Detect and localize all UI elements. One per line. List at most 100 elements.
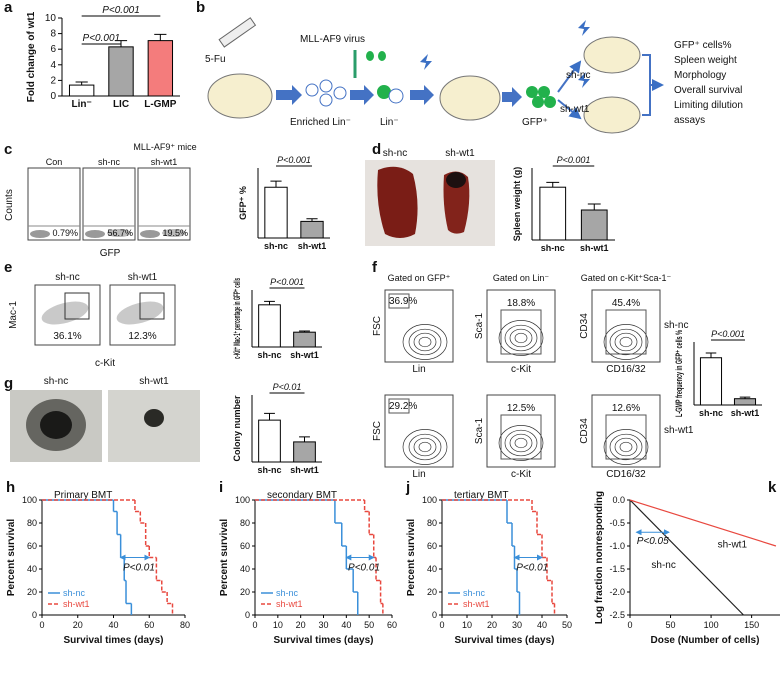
x-axis-label: Survival times (days)	[273, 635, 373, 646]
y-tick-label: 80	[427, 518, 437, 528]
gfp-cells	[526, 86, 556, 108]
outcome: Limiting dilution	[674, 100, 743, 111]
x-tick-label: sh-wt1	[290, 465, 319, 475]
contour	[509, 328, 533, 348]
contour	[498, 320, 544, 356]
y-tick-label: 80	[27, 518, 37, 528]
gate-percent: 12.6%	[612, 403, 640, 414]
gate-percent: 12.3%	[128, 331, 156, 342]
gate-percent: 19.5%	[162, 228, 188, 238]
y-tick-label: 100	[235, 495, 250, 505]
panel-label: e	[4, 259, 12, 276]
outcome: GFP⁺ cells%	[674, 40, 732, 51]
legend-label: sh-nc	[63, 588, 86, 598]
axis-label: GFP	[100, 248, 121, 259]
gate-title: Gated on Lin⁻	[493, 273, 550, 283]
panel-c: c MLL-AF9⁺ mice Counts GFP	[4, 141, 197, 259]
gate-percent: 36.9%	[389, 296, 417, 307]
gate-percent: 29.2%	[389, 401, 417, 412]
error-bar	[587, 203, 601, 210]
axis-label: CD16/32	[606, 469, 646, 480]
gate	[500, 414, 542, 460]
y-tick-label: -2.0	[609, 587, 625, 597]
legend-label: sh-wt1	[276, 599, 303, 609]
y-axis-label: Percent survival	[406, 519, 417, 596]
mouse	[207, 73, 273, 119]
photo-label: sh-nc	[383, 148, 407, 159]
y-axis-label: c-Kit⁺ Mac-1⁺ percentage in GFP⁺ cells	[232, 278, 242, 359]
y-tick-label: 60	[240, 541, 250, 551]
contour	[498, 425, 544, 461]
error-bar	[705, 352, 717, 358]
gate	[388, 398, 410, 414]
x-tick-label: 40	[537, 620, 547, 630]
contour	[609, 328, 643, 356]
contour	[504, 324, 538, 352]
panel-label: i	[219, 479, 223, 496]
y-axis-label: Fold change of wt1	[26, 11, 37, 102]
x-tick-label: 30	[318, 620, 328, 630]
chart-title: secondary BMT	[267, 490, 337, 501]
x-tick-label: sh-nc	[541, 243, 565, 253]
contour	[408, 433, 442, 461]
error-bar	[299, 330, 310, 333]
bar	[300, 220, 324, 239]
axis-label: FSC	[372, 316, 383, 336]
contour	[408, 328, 442, 356]
axis-label: c-Kit	[95, 358, 115, 369]
arrow	[410, 85, 434, 105]
x-tick-label: 40	[341, 620, 351, 630]
flow-plot	[486, 394, 556, 468]
error-bar	[264, 412, 275, 421]
panel-b: b MLL-AF9 virus 5-Fu Enriched Lin⁻ Lin⁻ …	[196, 0, 743, 134]
arrow	[276, 85, 302, 105]
legend-label: sh-nc	[463, 588, 486, 598]
contour	[603, 324, 649, 360]
contour	[619, 441, 633, 453]
y-axis-label: Colony number	[232, 395, 242, 461]
error-bar	[75, 81, 88, 86]
gate	[605, 414, 647, 460]
gate-title: Gated on GFP⁺	[388, 273, 451, 283]
flow-plot	[384, 289, 454, 363]
event-cloud	[30, 230, 50, 238]
x-tick-label: 50	[562, 620, 572, 630]
y-tick-label: 100	[422, 495, 437, 505]
contour	[402, 324, 448, 360]
flow-plot	[137, 167, 191, 241]
x-tick-label: 30	[512, 620, 522, 630]
irradiation	[578, 20, 590, 36]
axis-label: c-Kit	[511, 364, 531, 375]
gate-percent: 0.79%	[52, 228, 78, 238]
x-tick-label: 0	[39, 620, 44, 630]
y-tick-label: -0.5	[609, 518, 625, 528]
flow-plot	[591, 394, 661, 468]
bar	[580, 209, 608, 241]
y-axis-label: Log fraction nonresponding	[594, 491, 605, 624]
y-axis-label: GFP⁺ %	[238, 186, 248, 220]
y-tick-label: 6	[50, 44, 56, 55]
contour	[413, 332, 437, 352]
bar	[733, 398, 757, 406]
y-tick-label: -2.5	[609, 610, 625, 620]
x-tick-label: 60	[387, 620, 397, 630]
p-value: P<0.01	[348, 563, 380, 574]
bar	[699, 357, 723, 406]
p-value: P<0.001	[557, 155, 591, 165]
plot-title: sh-wt1	[151, 157, 178, 167]
flow-plot	[27, 167, 81, 241]
x-tick-label: 50	[364, 620, 374, 630]
contour	[514, 332, 528, 344]
panel-label: k	[768, 479, 777, 496]
p-value: P<0.01	[273, 382, 302, 392]
error-bar	[306, 218, 318, 222]
contour	[413, 437, 437, 457]
x-tick-label: 20	[73, 620, 83, 630]
panel-e: e Mac-1 c-Kit	[4, 259, 115, 369]
y-tick-label: 60	[27, 541, 37, 551]
y-tick-label: 10	[45, 13, 57, 24]
flow-plot	[82, 167, 136, 241]
contour	[619, 336, 633, 348]
p-value: P<0.001	[711, 329, 745, 339]
